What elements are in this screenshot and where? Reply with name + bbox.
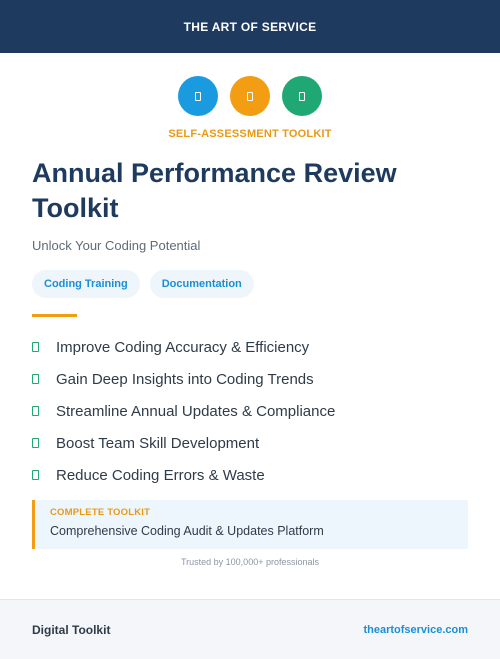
toolkit-callout: COMPLETE TOOLKIT Comprehensive Coding Au… [32,500,468,549]
accent-divider [32,314,77,317]
title-line-2: Toolkit [32,193,119,223]
feature-text: Reduce Coding Errors & Waste [56,466,265,484]
feature-item: Gain Deep Insights into Coding Trends [32,363,472,395]
checkbox-icon [32,374,39,384]
feature-text: Improve Coding Accuracy & Efficiency [56,338,310,356]
footer: Digital Toolkit theartofservice.com [0,599,500,659]
page-title: Annual Performance Review Toolkit [32,156,472,226]
trust-note: Trusted by 100,000+ professionals [180,557,319,567]
orange-circle-icon [230,76,270,116]
checkbox-icon [32,438,39,448]
feature-list: Improve Coding Accuracy & Efficiency Gai… [32,331,472,491]
document-icon [247,91,253,101]
footer-label: Digital Toolkit [32,622,111,637]
feature-item: Reduce Coding Errors & Waste [32,459,472,491]
feature-text: Gain Deep Insights into Coding Trends [56,370,314,388]
checkbox-icon [32,406,39,416]
subtitle: Unlock Your Coding Potential [32,238,201,253]
blue-circle-icon [178,76,218,116]
website-link[interactable]: theartofservice.com [363,623,468,636]
document-icon [299,91,305,101]
title-line-1: Annual Performance Review [32,158,397,188]
feature-text: Boost Team Skill Development [56,434,260,452]
feature-item: Improve Coding Accuracy & Efficiency [32,331,472,363]
icon-row [0,76,500,116]
document-icon [195,91,201,101]
top-banner: THE ART OF SERVICE [0,0,500,53]
green-circle-icon [282,76,322,116]
checkbox-icon [32,470,39,480]
checkbox-icon [32,342,39,352]
tag-coding-training[interactable]: Coding Training [32,270,140,298]
callout-text: Comprehensive Coding Audit & Updates Pla… [50,524,324,538]
callout-label: COMPLETE TOOLKIT [50,507,151,518]
feature-text: Streamline Annual Updates & Compliance [56,402,336,420]
tag-documentation[interactable]: Documentation [149,270,254,298]
tag-list: Coding Training Documentation [32,270,254,298]
brand-name: THE ART OF SERVICE [183,19,317,34]
eyebrow-label: SELF-ASSESSMENT TOOLKIT [168,128,332,140]
feature-item: Streamline Annual Updates & Compliance [32,395,472,427]
feature-item: Boost Team Skill Development [32,427,472,459]
